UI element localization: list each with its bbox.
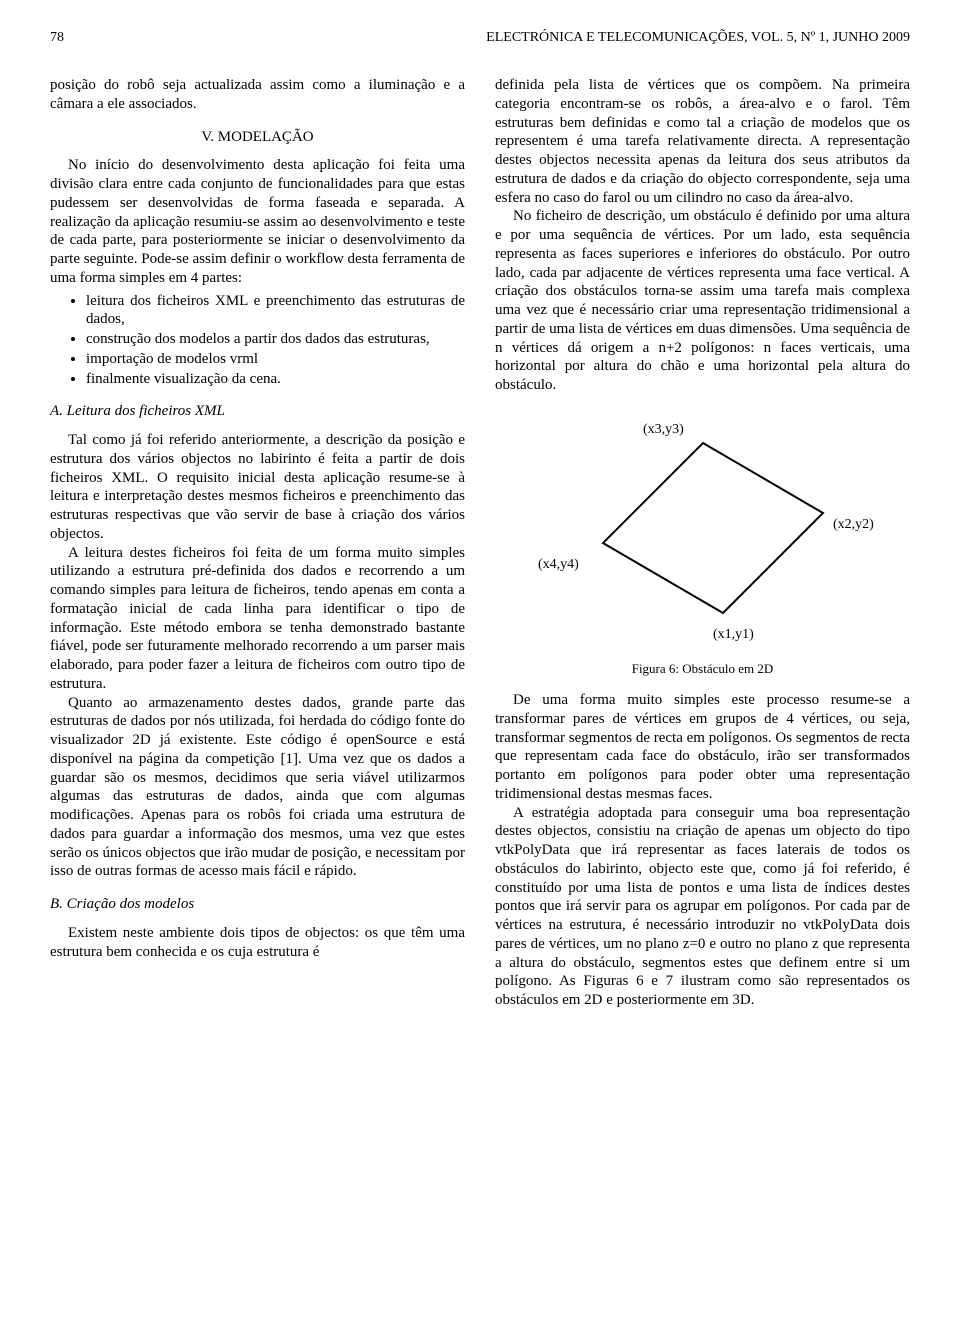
page-number: 78 [50, 30, 64, 46]
right-p3: De uma forma muito simples este processo… [495, 691, 910, 804]
left-p1: No início do desenvolvimento desta aplic… [50, 156, 465, 287]
figure-6-svg: (x3,y3) (x2,y2) (x1,y1) (x4,y4) [523, 413, 883, 653]
left-intro-paragraph: posição do robô seja actualizada assim c… [50, 76, 465, 114]
figure-6-caption: Figura 6: Obstáculo em 2D [495, 661, 910, 677]
svg-text:(x3,y3): (x3,y3) [643, 422, 684, 437]
right-p4: A estratégia adoptada para conseguir uma… [495, 804, 910, 1010]
journal-title: ELECTRÓNICA E TELECOMUNICAÇÕES, VOL. 5, … [486, 30, 910, 46]
left-a-p1: Tal como já foi referido anteriormente, … [50, 431, 465, 544]
right-p2: No ficheiro de descrição, um obstáculo é… [495, 207, 910, 395]
left-a-p3: Quanto ao armazenamento destes dados, gr… [50, 694, 465, 882]
figure-6: (x3,y3) (x2,y2) (x1,y1) (x4,y4) [495, 413, 910, 653]
two-column-layout: posição do robô seja actualizada assim c… [50, 76, 910, 1010]
right-p1: definida pela lista de vértices que os c… [495, 76, 910, 207]
left-a-p2: A leitura destes ficheiros foi feita de … [50, 544, 465, 694]
bullet-item: finalmente visualização da cena. [86, 370, 465, 389]
page-header: 78 ELECTRÓNICA E TELECOMUNICAÇÕES, VOL. … [50, 30, 910, 46]
subsection-a-heading: A. Leitura dos ficheiros XML [50, 402, 465, 421]
svg-text:(x2,y2): (x2,y2) [833, 517, 874, 532]
page-root: 78 ELECTRÓNICA E TELECOMUNICAÇÕES, VOL. … [0, 0, 960, 1050]
subsection-b-heading: B. Criação dos modelos [50, 895, 465, 914]
bullet-item: importação de modelos vrml [86, 350, 465, 369]
workflow-bullet-list: leitura dos ficheiros XML e preenchiment… [86, 292, 465, 389]
section-v-heading: V. MODELAÇÃO [50, 128, 465, 147]
svg-text:(x1,y1): (x1,y1) [713, 627, 754, 642]
bullet-item: leitura dos ficheiros XML e preenchiment… [86, 292, 465, 330]
left-b-p1: Existem neste ambiente dois tipos de obj… [50, 924, 465, 962]
right-column: definida pela lista de vértices que os c… [495, 76, 910, 1010]
left-column: posição do robô seja actualizada assim c… [50, 76, 465, 1010]
bullet-item: construção dos modelos a partir dos dado… [86, 330, 465, 349]
svg-text:(x4,y4): (x4,y4) [538, 557, 579, 572]
